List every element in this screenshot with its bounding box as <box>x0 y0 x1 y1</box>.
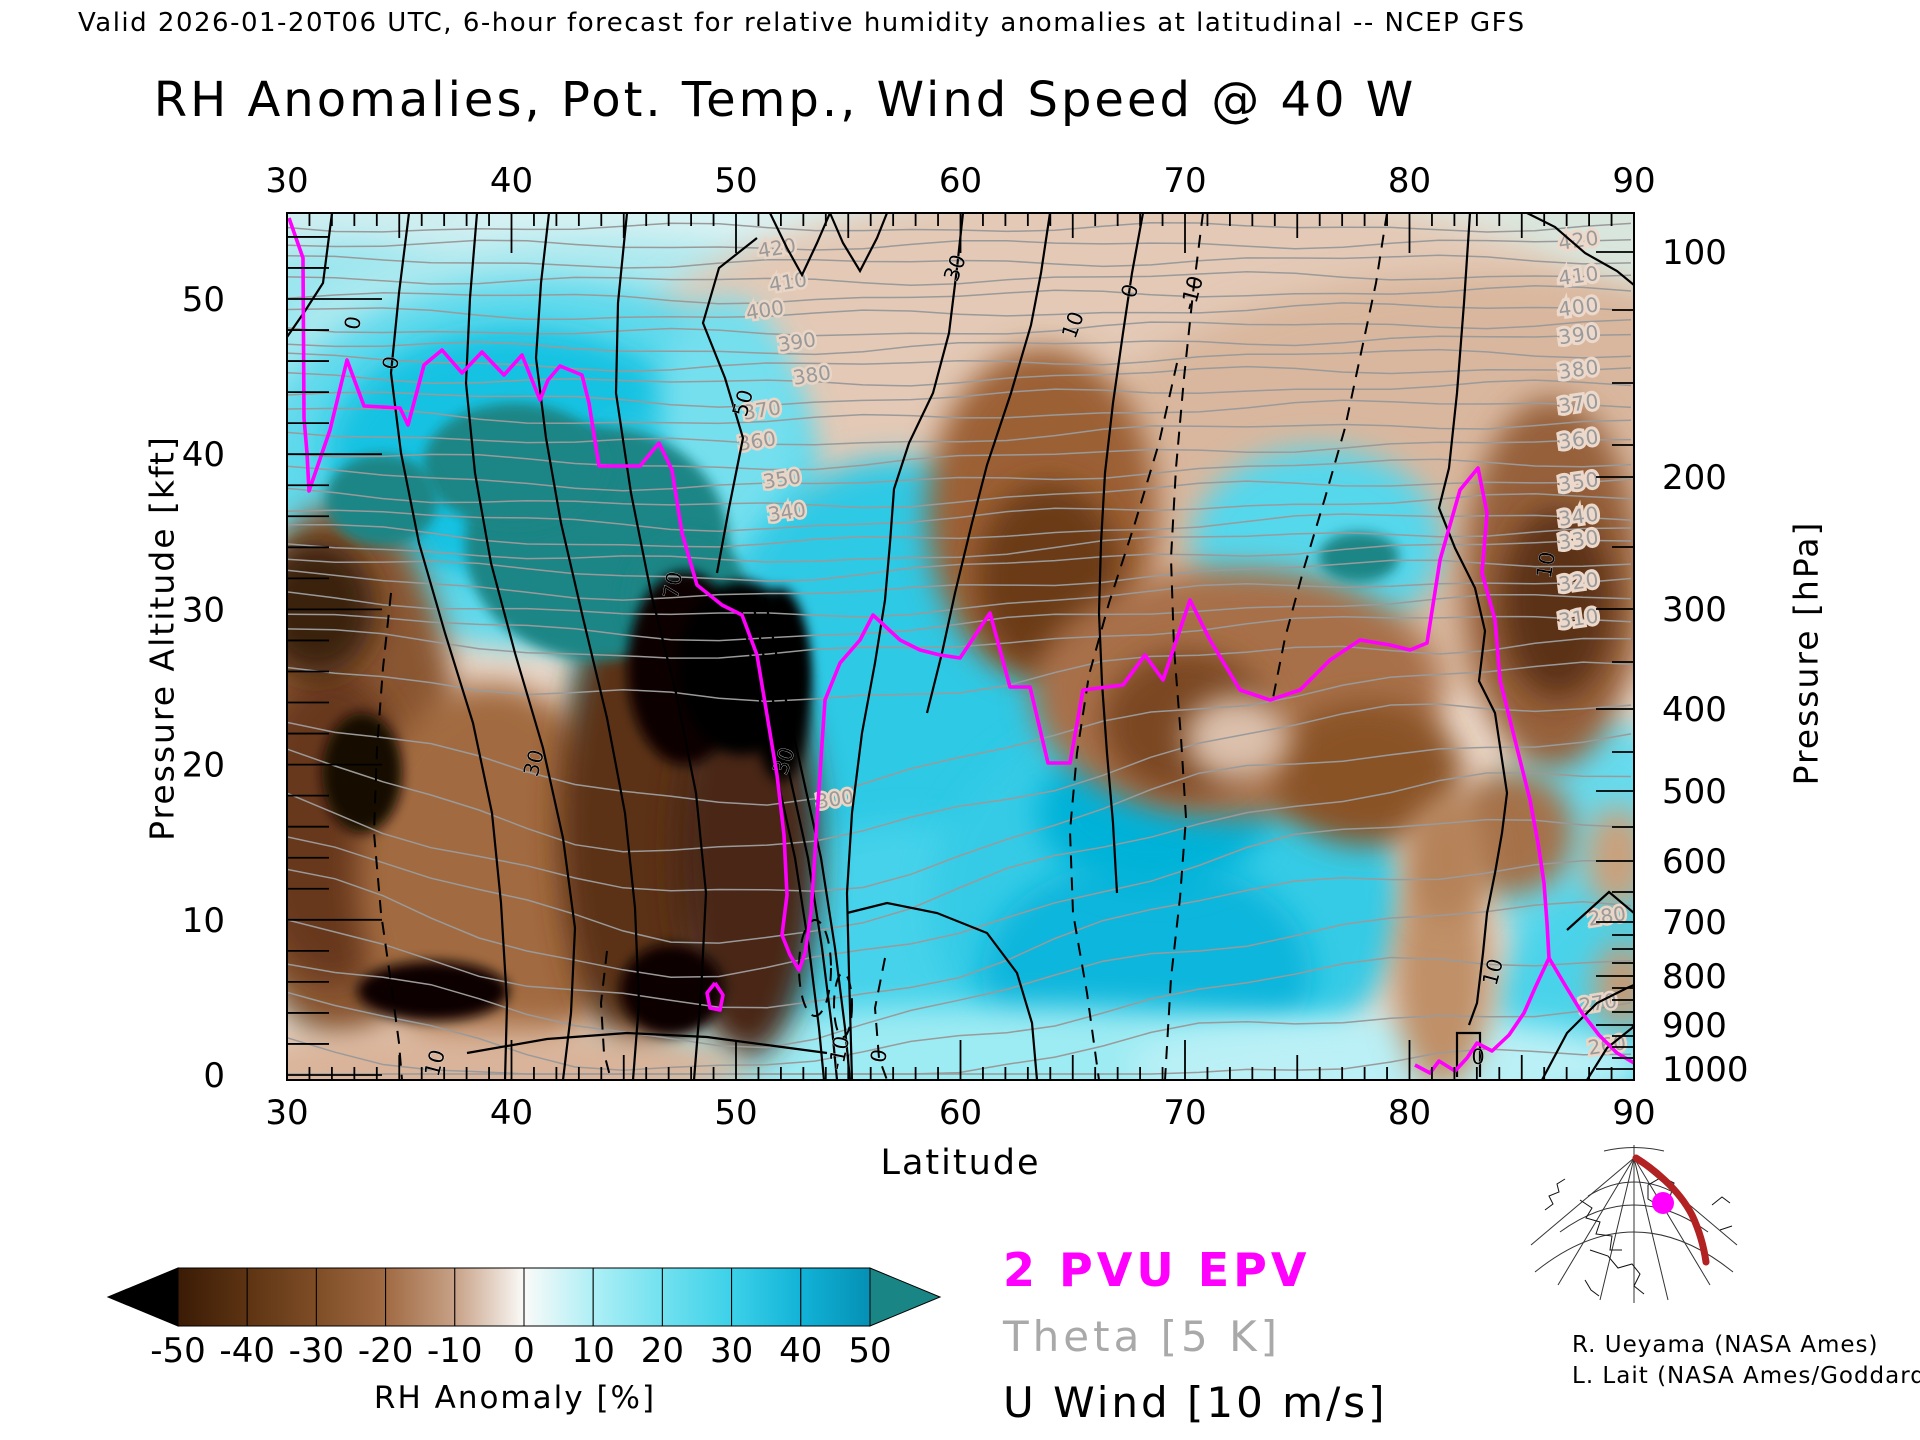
colorbar-cell <box>592 1267 663 1327</box>
colorbar-under-arrow <box>106 1267 179 1327</box>
svg-text:400: 400 <box>1662 690 1727 730</box>
colorbar-tick-label: 0 <box>513 1331 535 1371</box>
legend-uwind-label: U Wind [10 m/s] <box>1003 1378 1388 1427</box>
graticule-meridian <box>1557 1157 1635 1286</box>
svg-text:50: 50 <box>714 1093 757 1133</box>
colorbar-cell <box>385 1267 456 1327</box>
epv-2pvu-line <box>287 217 1634 1075</box>
graticule-meridian <box>1633 1157 1711 1286</box>
svg-text:0: 0 <box>1471 1045 1484 1069</box>
svg-text:500: 500 <box>1662 772 1727 812</box>
svg-text:40: 40 <box>182 435 225 475</box>
svg-text:310: 310 <box>1557 603 1601 632</box>
svg-text:50: 50 <box>714 161 757 201</box>
credit-line-2: L. Lait (NASA Ames/Goddard) <box>1572 1363 1920 1389</box>
colorbar-cell <box>454 1267 525 1327</box>
colorbar-cell <box>661 1267 733 1327</box>
svg-text:40: 40 <box>490 1093 533 1133</box>
colorbar-cell <box>523 1267 594 1327</box>
x-tick-labels: 30 30 40 40 50 50 60 60 70 70 80 80 90 90 <box>265 161 1655 1133</box>
svg-text:10: 10 <box>182 901 225 941</box>
svg-text:0: 0 <box>203 1056 225 1096</box>
svg-text:50: 50 <box>182 280 225 320</box>
colorbar-cell <box>731 1267 802 1327</box>
colorbar-tick-label: 30 <box>710 1331 753 1371</box>
svg-text:70: 70 <box>659 570 687 600</box>
colorbar-cell <box>177 1267 248 1327</box>
x-axis-title: Latitude <box>880 1143 1041 1183</box>
legend-epv-label: 2 PVU EPV <box>1003 1243 1311 1297</box>
y-left-tick-labels: 0 10 20 30 40 50 <box>182 280 225 1096</box>
svg-text:20: 20 <box>182 746 225 786</box>
page-title: RH Anomalies, Pot. Temp., Wind Speed @ 4… <box>153 72 1417 128</box>
colorbar-tick-label: -20 <box>358 1331 414 1371</box>
svg-text:90: 90 <box>1612 161 1655 201</box>
credit-line-1: R. Ueyama (NASA Ames) <box>1572 1332 1879 1358</box>
svg-text:0: 0 <box>1117 281 1144 300</box>
colorbar-tick-label: -40 <box>219 1331 275 1371</box>
svg-text:30: 30 <box>182 590 225 630</box>
colorbar-tick-label: 40 <box>779 1331 822 1371</box>
svg-text:300: 300 <box>1662 590 1727 630</box>
plot-field: 4204104003903803703603503403303203104204… <box>287 213 1634 1080</box>
valid-time-line: Valid 2026-01-20T06 UTC, 6-hour forecast… <box>78 8 1526 38</box>
inside-ticks <box>287 213 1634 1080</box>
plot-border <box>286 212 1635 1081</box>
svg-text:90: 90 <box>1612 1093 1655 1133</box>
svg-text:0: 0 <box>378 354 404 371</box>
colorbar-cell <box>315 1267 387 1327</box>
colorbar-title: RH Anomaly [%] <box>374 1380 656 1416</box>
svg-text:370: 370 <box>741 395 782 425</box>
coastline <box>1584 1279 1600 1297</box>
coastline <box>1719 1225 1733 1231</box>
uwind-contours <box>287 213 1634 1080</box>
svg-text:330: 330 <box>1557 525 1601 554</box>
location-dot <box>1652 1192 1674 1214</box>
svg-text:600: 600 <box>1662 842 1727 882</box>
inset-map <box>1530 1145 1738 1303</box>
colorbar-tick-label: -50 <box>150 1331 206 1371</box>
cross-section-meridian-40w <box>1632 1154 1710 1266</box>
svg-text:700: 700 <box>1662 903 1727 943</box>
svg-text:1000: 1000 <box>1662 1050 1749 1090</box>
colorbar-tick-label: 10 <box>572 1331 615 1371</box>
svg-text:0: 0 <box>340 314 366 331</box>
svg-text:70: 70 <box>1163 1093 1206 1133</box>
svg-text:60: 60 <box>939 161 982 201</box>
svg-text:200: 200 <box>1662 458 1727 498</box>
colorbar-tick-label: 20 <box>641 1331 684 1371</box>
svg-text:800: 800 <box>1662 957 1727 997</box>
svg-text:40: 40 <box>490 161 533 201</box>
svg-text:80: 80 <box>1388 161 1431 201</box>
svg-text:30: 30 <box>265 161 308 201</box>
svg-text:420: 420 <box>756 233 797 263</box>
colorbar-tick-label: -30 <box>289 1331 345 1371</box>
svg-text:70: 70 <box>1163 161 1206 201</box>
svg-text:80: 80 <box>1388 1093 1431 1133</box>
colorbar-tick-label: 50 <box>848 1331 891 1371</box>
colorbar-cell <box>800 1267 871 1327</box>
legend-theta-label: Theta [5 K] <box>1003 1312 1282 1361</box>
colorbar-over-arrow <box>869 1267 942 1327</box>
coastline <box>1589 1249 1645 1295</box>
coastline <box>1544 1178 1566 1211</box>
colorbar-cell <box>246 1267 317 1327</box>
svg-text:100: 100 <box>1662 233 1727 273</box>
coastline <box>1579 1199 1622 1251</box>
colorbar: -50 -40 -30 -20 -10 0 10 20 30 40 50 RH Anomaly [%] <box>106 1267 942 1416</box>
svg-text:900: 900 <box>1662 1006 1727 1046</box>
svg-text:10: 10 <box>1532 550 1560 580</box>
colorbar-tick-label: -10 <box>427 1331 483 1371</box>
svg-text:60: 60 <box>939 1093 982 1133</box>
uwind-dashed-contours <box>372 213 1388 1080</box>
graticule-meridian <box>1633 1157 1669 1301</box>
svg-text:30: 30 <box>265 1093 308 1133</box>
graticule-meridian <box>1599 1157 1635 1301</box>
coastline <box>1711 1196 1731 1206</box>
